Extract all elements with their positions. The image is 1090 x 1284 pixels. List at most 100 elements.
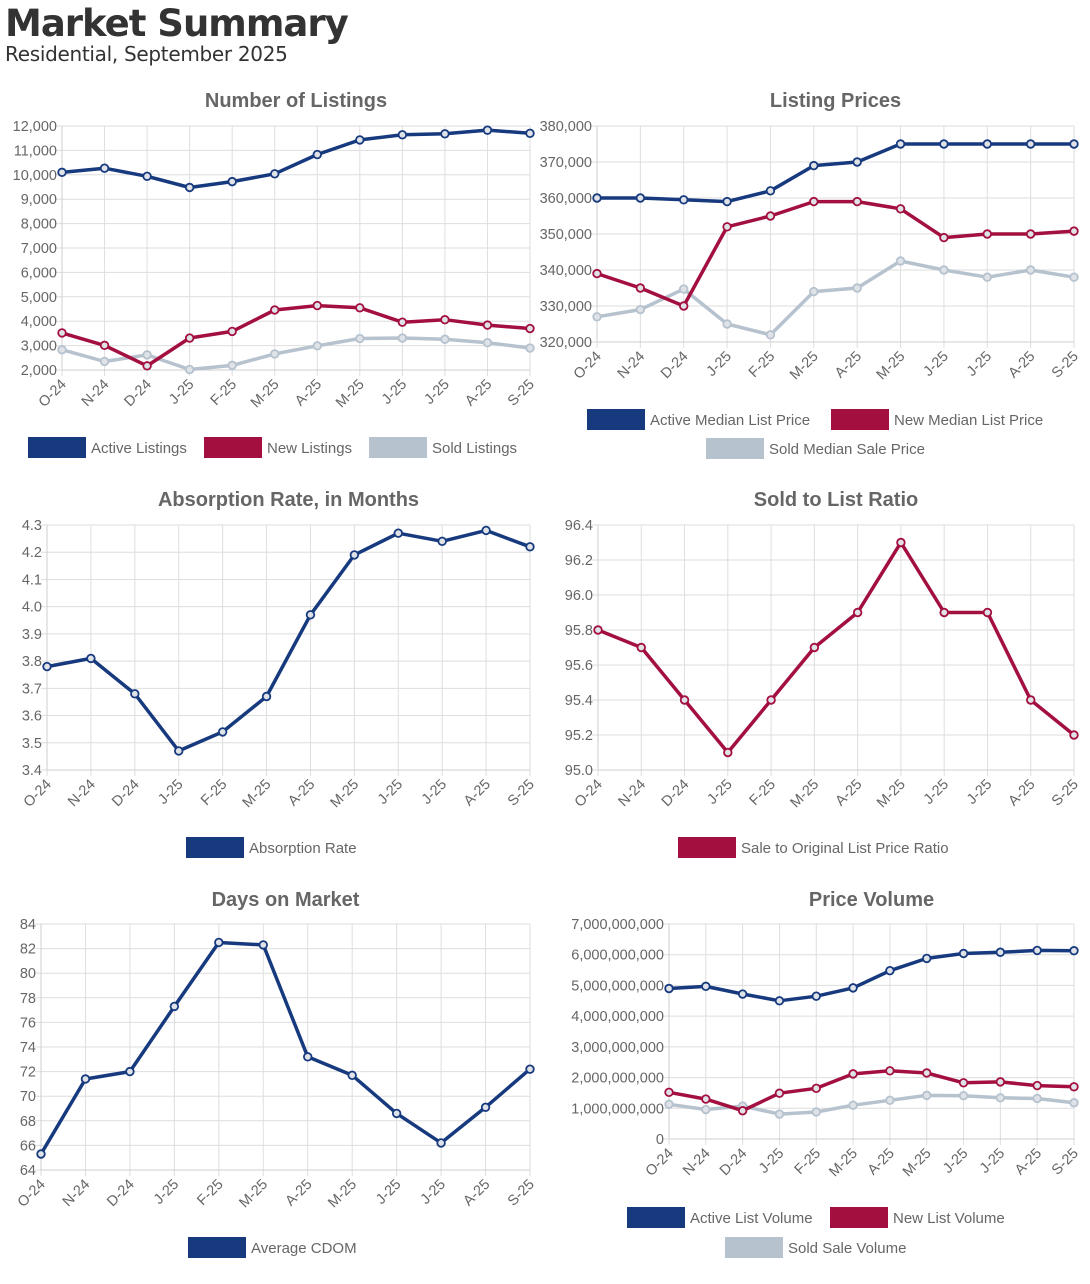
sold-listings-legend-label[interactable]: Sold Listings [432, 440, 517, 457]
x-tick-label: D-24 [109, 777, 143, 811]
sold-median-sale-price-point [592, 312, 602, 322]
average-cdom-legend-label[interactable]: Average CDOM [251, 1240, 357, 1257]
sale-to-original-list-price-ratio-point [636, 642, 646, 653]
x-tick-label: M-25 [236, 1177, 271, 1212]
y-tick-label: 4,000 [21, 314, 57, 330]
x-tick-label: S-25 [1049, 349, 1082, 382]
sold-listings-point [184, 364, 195, 375]
new-median-list-price-legend-swatch[interactable] [831, 409, 889, 430]
active-list-volume-legend-swatch[interactable] [627, 1207, 685, 1228]
active-listings-legend-swatch[interactable] [28, 437, 86, 458]
new-median-list-price-legend-label[interactable]: New Median List Price [894, 412, 1043, 429]
x-tick-label: F-25 [194, 1177, 226, 1209]
x-tick-label: F-25 [198, 777, 230, 809]
x-tick-label: S-25 [505, 1177, 538, 1210]
x-tick-label: J-25 [920, 349, 951, 380]
active-list-volume-point [848, 983, 858, 993]
active-listings-point [440, 129, 450, 139]
new-listings-point [184, 333, 195, 343]
new-list-volume-legend-swatch[interactable] [830, 1207, 888, 1228]
sold-listings-point [397, 333, 408, 343]
y-tick-label: 4.3 [22, 518, 42, 534]
listings-chart: Number of Listings 2,000 3,000 4,000 5,000 6,… [13, 90, 538, 458]
average-cdom-point [258, 940, 268, 950]
average-cdom-point [525, 1064, 535, 1074]
active-median-list-price-legend-label[interactable]: Active Median List Price [650, 412, 810, 429]
active-listings-legend-label[interactable]: Active Listings [91, 440, 187, 457]
x-tick-label: M-25 [328, 777, 363, 812]
sold-median-sale-price-point [635, 304, 646, 315]
x-tick-label: M-25 [787, 349, 822, 384]
new-median-list-price-point [1025, 229, 1036, 239]
sold-listings-legend-swatch[interactable] [369, 437, 427, 458]
new-listings-legend-label[interactable]: New Listings [267, 440, 352, 457]
new-list-volume-point [885, 1066, 895, 1076]
ratio-chart: Sold to List Ratio 95.0 95.2 95.4 95.6 95.8 96… [565, 489, 1082, 858]
y-tick-label: 3.7 [22, 681, 42, 697]
x-tick-label: D-24 [658, 349, 692, 383]
average-cdom-point [214, 937, 224, 948]
y-tick-label: 2,000 [21, 363, 57, 379]
x-tick-label: S-25 [505, 777, 538, 810]
sold-median-sale-price-legend-label[interactable]: Sold Median Sale Price [769, 441, 925, 458]
y-tick-label: 96.4 [565, 518, 593, 534]
x-tick-label: S-25 [1049, 1146, 1082, 1179]
average-cdom-point [125, 1066, 135, 1077]
x-tick-label: M-25 [333, 377, 368, 412]
average-cdom-line [39, 940, 532, 1156]
average-cdom-legend-swatch[interactable] [188, 1237, 246, 1258]
absorption-rate-legend-label[interactable]: Absorption Rate [249, 840, 357, 857]
absorption-rate-legend-swatch[interactable] [186, 837, 244, 858]
y-tick-label: 3.5 [22, 736, 42, 752]
new-listings-point [57, 328, 67, 338]
new-median-list-price-point [982, 229, 992, 239]
sold-median-sale-price-legend-swatch[interactable] [706, 438, 764, 459]
new-listings-legend-swatch[interactable] [204, 437, 262, 458]
average-cdom-point [347, 1070, 357, 1080]
active-listings-point [397, 130, 408, 140]
sale-to-original-list-price-ratio-legend-label[interactable]: Sale to Original List Price Ratio [741, 840, 949, 857]
y-tick-label: 3,000,000,000 [571, 1040, 664, 1056]
sale-to-original-list-price-ratio-legend-swatch[interactable] [678, 837, 736, 858]
new-list-volume-legend-label[interactable]: New List Volume [893, 1210, 1005, 1227]
active-list-volume-point [811, 991, 821, 1001]
sold-listings-point [57, 345, 67, 355]
x-tick-label: S-25 [1049, 777, 1082, 810]
x-tick-label: J-25 [155, 777, 186, 808]
y-tick-label: 320,000 [540, 335, 592, 351]
active-listings-point [482, 125, 493, 135]
absorption-chart: Absorption Rate, in Months 3.4 3.5 3.6 3.7 3.… [21, 489, 538, 858]
active-list-volume-point [1069, 946, 1079, 956]
x-tick-label: A-25 [832, 777, 865, 810]
y-tick-label: 3.6 [22, 709, 42, 725]
y-tick-label: 370,000 [540, 155, 592, 171]
sold-listings-point [99, 356, 110, 367]
sold-listings-point [482, 337, 493, 348]
sold-listings-point [355, 333, 365, 344]
sold-median-sale-price-point [1025, 265, 1036, 275]
active-list-volume-legend-label[interactable]: Active List Volume [690, 1210, 813, 1227]
active-median-list-price-legend-swatch[interactable] [587, 409, 645, 430]
active-listings-point [270, 169, 280, 179]
sold-sale-volume-legend-swatch[interactable] [725, 1237, 783, 1258]
active-listings-point [142, 171, 152, 181]
new-listings-line [60, 303, 532, 368]
y-tick-label: 8,000 [21, 217, 57, 233]
new-list-volume-point [701, 1094, 711, 1104]
y-tick-label: 80 [20, 966, 36, 982]
x-tick-label: A-25 [865, 1146, 898, 1179]
active-median-list-price-point [852, 157, 862, 167]
absorption-rate-point [217, 727, 228, 737]
sold-sale-volume-point [958, 1090, 969, 1101]
absorption-rate-point [437, 536, 447, 547]
active-list-volume-point [885, 965, 895, 976]
new-list-volume-point [1032, 1080, 1042, 1091]
x-tick-label: O-24 [572, 777, 606, 811]
sold-sale-volume-point [664, 1099, 674, 1109]
x-tick-label: J-25 [373, 1177, 404, 1208]
sold-sale-volume-point [848, 1100, 858, 1110]
y-tick-label: 330,000 [540, 299, 592, 315]
sold-sale-volume-legend-label[interactable]: Sold Sale Volume [788, 1240, 906, 1257]
sale-to-original-list-price-ratio-point [852, 607, 863, 618]
